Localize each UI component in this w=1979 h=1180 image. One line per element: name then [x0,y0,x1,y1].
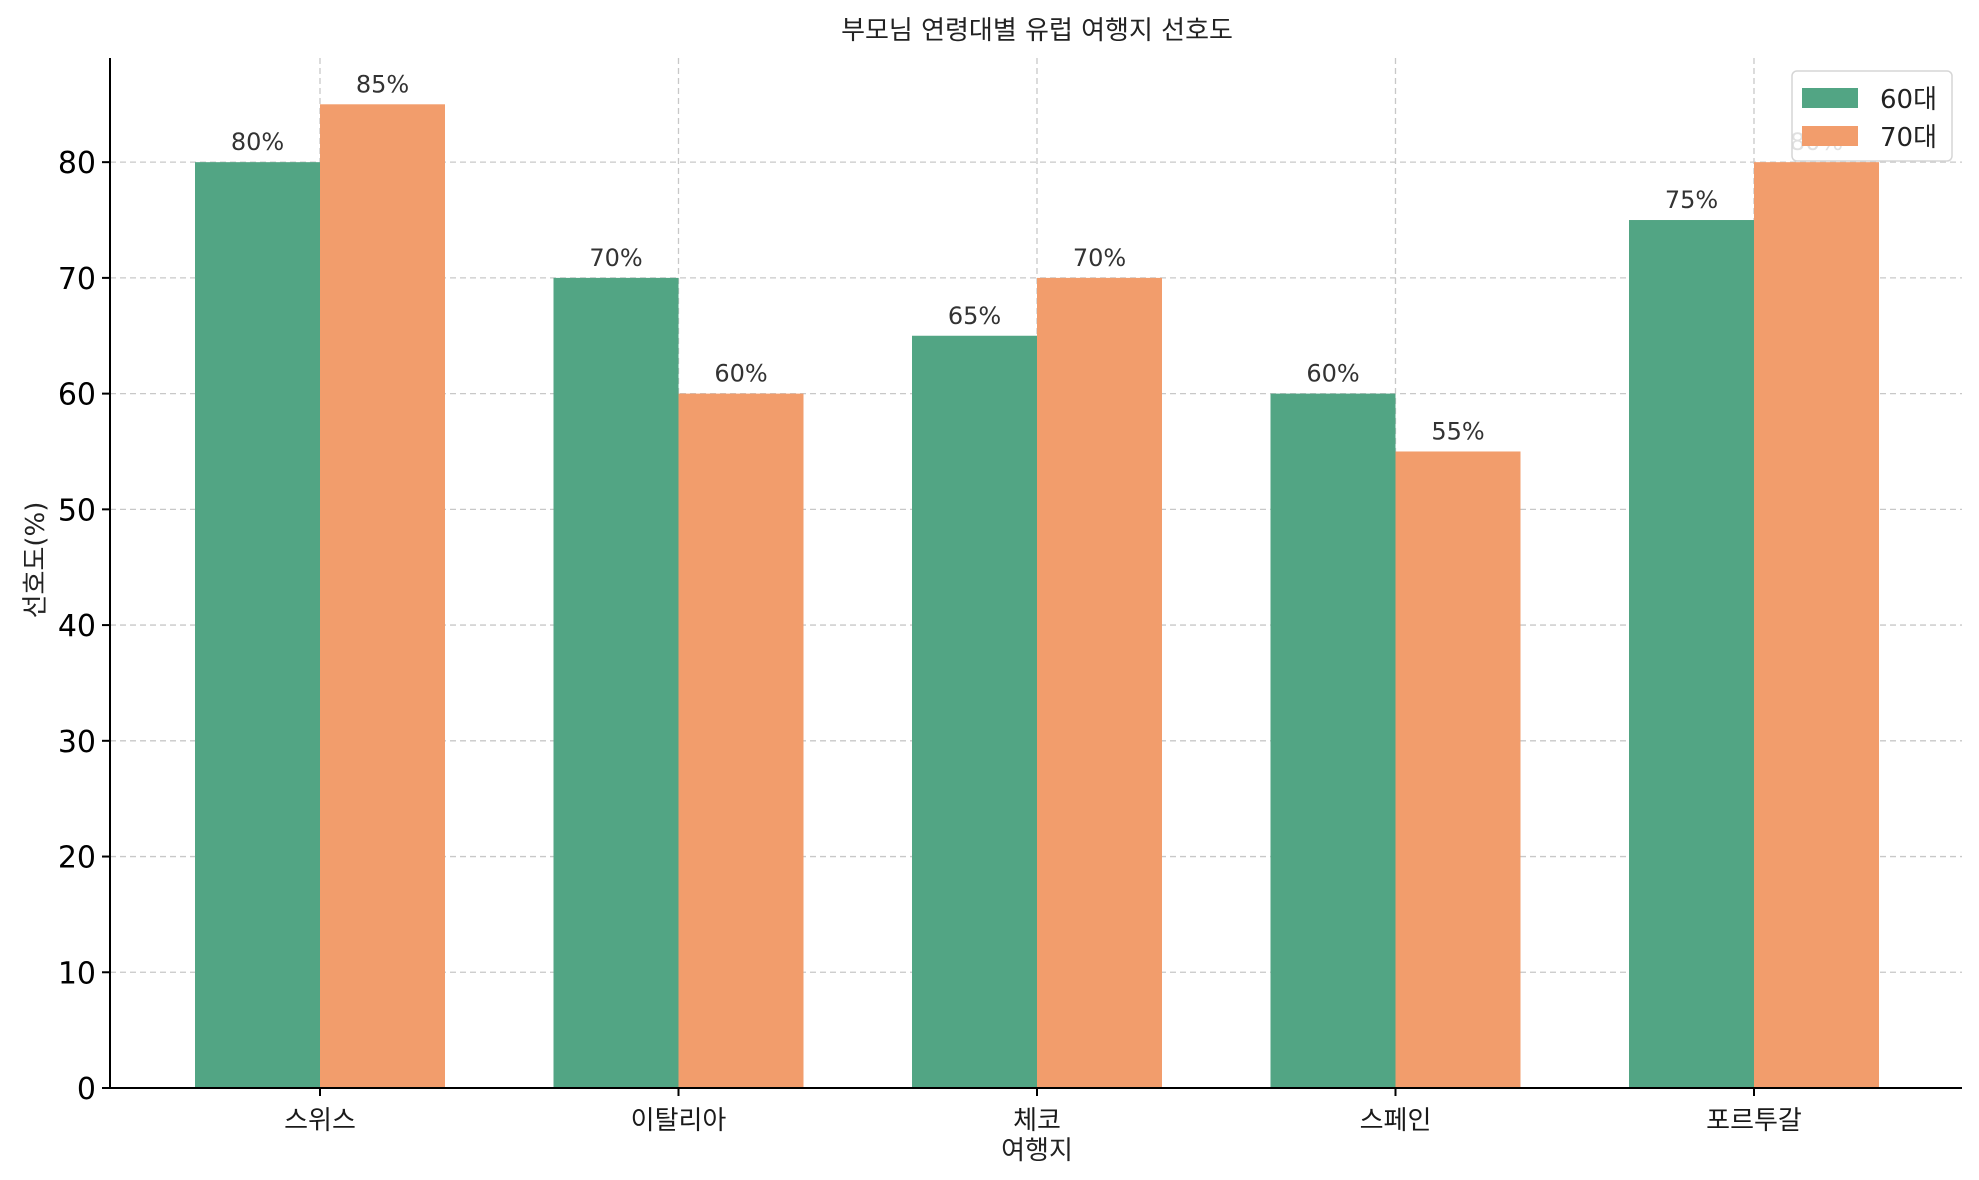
data-label: 85% [356,70,409,98]
x-tick-label: 이탈리아 [631,1106,727,1136]
legend-label: 70대 [1880,123,1937,153]
data-label: 75% [1665,186,1718,214]
x-tick-label: 포르투갈 [1706,1106,1802,1136]
data-label: 60% [714,360,767,388]
y-tick-label: 10 [58,956,96,991]
y-tick-label: 30 [58,725,96,760]
bar [553,277,679,1088]
bar [195,162,320,1089]
x-axis-label: 여행지 [1001,1136,1073,1166]
data-label: 80% [231,128,284,156]
legend-label: 60대 [1880,85,1937,115]
bar [678,393,804,1088]
bars [195,104,1879,1089]
y-tick-label: 20 [58,841,96,876]
y-tick-label: 0 [77,1072,96,1107]
y-axis-label: 선호도(%) [21,502,51,619]
chart-title: 부모님 연령대별 유럽 여행지 선호도 [841,16,1233,46]
bar [1270,393,1396,1088]
legend-swatch [1802,126,1858,146]
bar [1629,220,1754,1089]
bar [1037,277,1162,1088]
data-label: 70% [1073,244,1126,272]
y-tick-label: 80 [58,146,96,181]
legend-swatch [1802,88,1858,108]
x-tick-label: 체코 [1013,1106,1061,1136]
axes: 0 10 20 30 40 50 60 70 80 스위스 이탈리아 체코 스페인 포르투갈 [58,58,1962,1136]
data-label: 55% [1431,417,1484,445]
x-tick-label: 스페인 [1360,1106,1432,1136]
data-label: 65% [948,302,1001,330]
bar [1395,451,1521,1088]
data-label: 60% [1306,360,1359,388]
y-tick-label: 60 [58,378,96,413]
bar [320,104,445,1089]
x-tick-label: 스위스 [284,1106,356,1136]
bar [912,335,1037,1088]
y-tick-label: 40 [58,609,96,644]
y-tick-label: 50 [58,493,96,528]
bar [1754,162,1879,1089]
y-tick-label: 70 [58,262,96,297]
data-label: 70% [589,244,642,272]
